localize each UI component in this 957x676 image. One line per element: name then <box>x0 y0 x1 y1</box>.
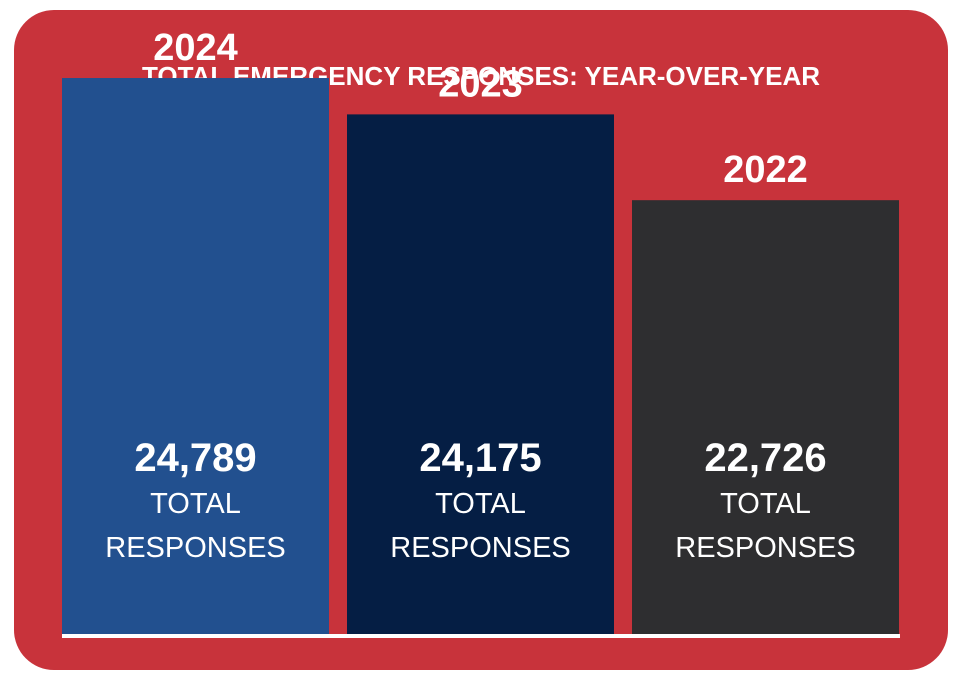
caption-responses-2023: RESPONSES <box>390 532 571 564</box>
caption-total-2024: TOTAL <box>150 488 241 520</box>
value-label-2024: 24,789 <box>134 436 256 480</box>
bars-layer <box>62 78 899 635</box>
bar-2023 <box>347 114 614 635</box>
caption-responses-2022: RESPONSES <box>675 532 856 564</box>
bar-chart: TOTAL EMERGENCY RESPONSES: YEAR-OVER-YEA… <box>14 10 948 670</box>
caption-total-2023: TOTAL <box>435 488 526 520</box>
chart-card: TOTAL EMERGENCY RESPONSES: YEAR-OVER-YEA… <box>14 10 948 670</box>
baseline-axis <box>62 634 900 638</box>
bar-2024 <box>62 78 329 634</box>
category-label-2023: 2023 <box>438 63 523 105</box>
value-label-2023: 24,175 <box>419 436 541 480</box>
value-label-2022: 22,726 <box>704 436 826 480</box>
labels-layer: 2024 24,789 TOTAL RESPONSES 2023 24,175 TOTAL R… <box>105 27 856 564</box>
bar-2022 <box>632 200 899 634</box>
caption-responses-2024: RESPONSES <box>105 532 286 564</box>
category-label-2024: 2024 <box>153 27 238 69</box>
category-label-2022: 2022 <box>723 149 808 191</box>
caption-total-2022: TOTAL <box>720 488 811 520</box>
